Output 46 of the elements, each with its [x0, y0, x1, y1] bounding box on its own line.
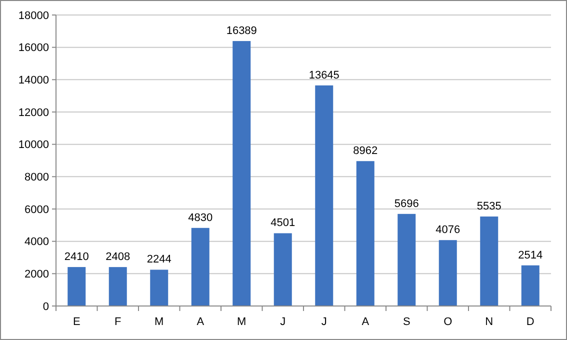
- bar: [232, 41, 251, 306]
- x-tick-label: S: [402, 316, 410, 328]
- x-tick-label: A: [196, 316, 205, 328]
- data-label: 4501: [270, 217, 296, 230]
- bar: [480, 216, 498, 306]
- y-tick-label: 12000: [18, 106, 49, 119]
- bar: [68, 267, 86, 306]
- y-tick-label: 0: [42, 300, 49, 313]
- data-label: 8962: [353, 145, 378, 158]
- x-tick-label: M: [237, 316, 246, 328]
- y-tick-label: 10000: [18, 139, 49, 152]
- y-tick-label: 18000: [18, 10, 49, 22]
- bar: [438, 240, 457, 306]
- y-tick-label: 16000: [18, 42, 49, 54]
- x-tick-label: E: [72, 316, 80, 328]
- x-tick-label: D: [526, 316, 534, 328]
- y-tick-label: 2000: [24, 268, 49, 281]
- data-label: 2408: [106, 251, 130, 264]
- bar: [191, 228, 210, 306]
- x-tick-label: N: [485, 316, 494, 328]
- data-label: 2514: [518, 249, 543, 262]
- x-tick-label: F: [114, 316, 122, 328]
- x-tick-label: J: [280, 316, 286, 328]
- y-tick-label: 14000: [18, 74, 49, 87]
- bar: [398, 214, 416, 306]
- bar: [315, 85, 334, 306]
- data-label: 2410: [64, 251, 89, 264]
- x-tick-label: A: [362, 316, 370, 328]
- x-tick-label: O: [444, 316, 453, 328]
- data-label: 4076: [436, 224, 460, 236]
- bar: [108, 267, 127, 306]
- y-tick-label: 6000: [24, 204, 49, 216]
- x-tick-label: M: [154, 316, 164, 328]
- data-label: 5535: [476, 200, 502, 213]
- data-label: 4830: [188, 212, 213, 224]
- data-label: 2244: [146, 254, 172, 266]
- data-label: 5696: [394, 198, 419, 210]
- x-tick-label: J: [321, 316, 327, 328]
- bar: [274, 233, 292, 306]
- bar: [150, 270, 168, 306]
- y-tick-label: 8000: [24, 172, 49, 184]
- data-label: 16389: [226, 25, 257, 38]
- y-tick-label: 4000: [24, 236, 49, 248]
- bar: [521, 265, 540, 306]
- data-label: 13645: [308, 69, 340, 82]
- bar: [356, 161, 374, 306]
